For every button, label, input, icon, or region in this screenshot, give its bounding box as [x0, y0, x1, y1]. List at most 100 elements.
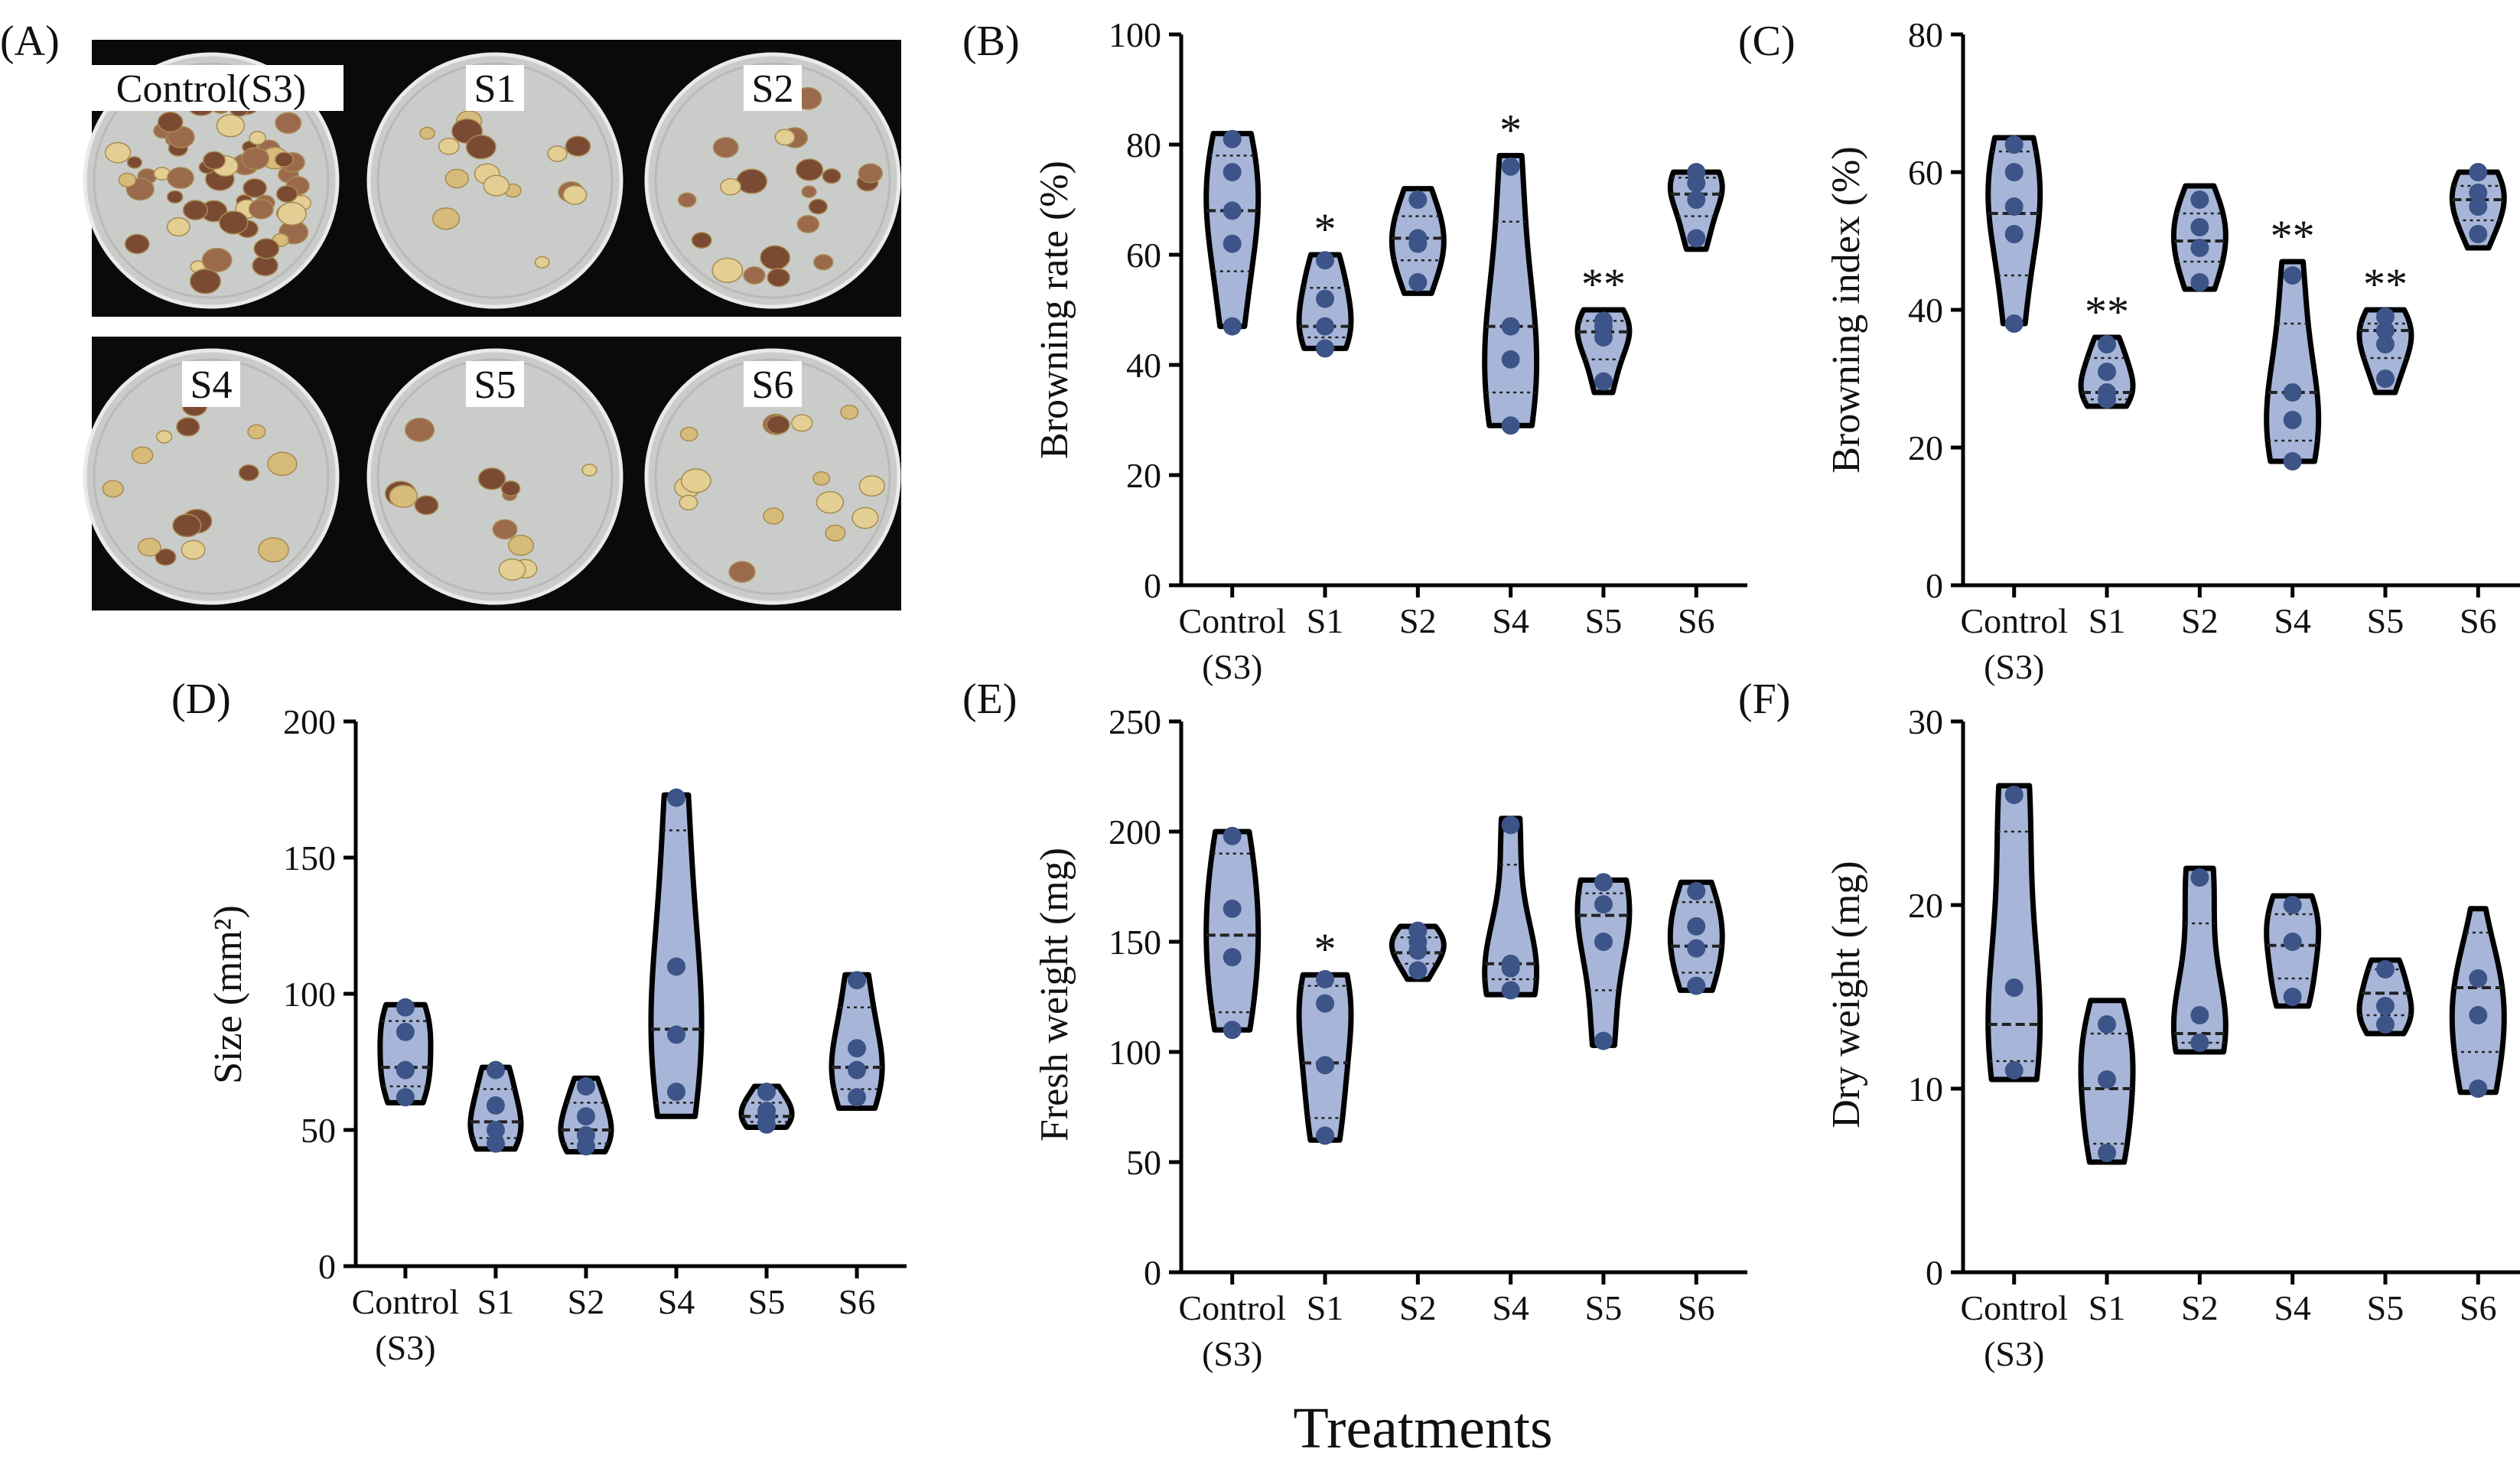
dish-label-box [182, 361, 240, 407]
petri-dish: S1 [366, 52, 623, 309]
violin [1985, 135, 2043, 333]
x-tick-label: S6 [1678, 601, 1715, 640]
violin [1203, 129, 1262, 336]
callus-piece [182, 200, 208, 221]
callus-piece [581, 464, 597, 477]
violin [1482, 816, 1540, 1000]
data-point [848, 1060, 867, 1079]
chart-panel: (B) 0 20 40 60 80 100 Browning rate (%) Control(… [962, 15, 1747, 686]
callus-piece [808, 198, 828, 215]
x-tick-label: S4 [1492, 601, 1529, 640]
data-point [2190, 239, 2209, 257]
data-point [1408, 273, 1428, 291]
significance-marker: * [1499, 105, 1522, 155]
data-point [1223, 948, 1242, 967]
callus-piece [801, 185, 817, 198]
callus-piece [118, 172, 137, 187]
significance-marker: ** [2085, 287, 2129, 337]
x-tick-label: S5 [2367, 1288, 2404, 1327]
data-point [2375, 370, 2395, 388]
violin [2356, 957, 2414, 1037]
y-tick-label: 200 [1109, 812, 1161, 851]
significance-marker: ** [1581, 259, 1626, 309]
callus-piece [176, 417, 200, 437]
data-point [1594, 933, 1613, 951]
y-tick-label: 100 [1109, 15, 1161, 54]
petri-dish: S5 [366, 348, 623, 605]
y-tick-label: 0 [1926, 566, 1943, 605]
violin [377, 998, 434, 1107]
data-point [2190, 273, 2209, 291]
data-point [1687, 976, 1706, 995]
data-point [396, 1088, 415, 1107]
data-point [848, 1039, 867, 1058]
dish-label: S5 [474, 363, 516, 407]
data-point [848, 971, 867, 990]
chart-panel: (F) 0 10 20 30 Dry weight (mg) Control (S3) S1 S2… [1738, 676, 2520, 1373]
panel-label: (D) [171, 676, 231, 723]
violin-body [2356, 957, 2414, 1037]
callus-piece [822, 168, 842, 184]
dish-label: Control(S3) [116, 67, 306, 111]
data-point [576, 1126, 595, 1145]
callus-piece [131, 446, 154, 464]
callus-piece [248, 198, 274, 220]
callus-piece [728, 561, 756, 583]
callus-piece [477, 467, 506, 490]
data-point [667, 1083, 686, 1102]
y-tick-label: 80 [1908, 15, 1943, 54]
callus-piece [166, 217, 190, 237]
petri-dish: Control(S3) [79, 52, 343, 309]
data-point [1501, 981, 1520, 1000]
panel-label-a: (A) [0, 18, 60, 65]
callus-piece [238, 464, 259, 481]
data-point [2190, 1006, 2209, 1024]
data-point [396, 1022, 415, 1041]
petri-dish: S6 [644, 348, 901, 605]
callus-piece [679, 426, 698, 442]
callus-piece [736, 168, 768, 194]
y-tick-label: 60 [1908, 153, 1943, 192]
callus-piece [181, 539, 206, 560]
dish-label-box [744, 65, 802, 111]
y-axis-label: Size (mm²) [207, 905, 250, 1084]
callus-piece [243, 178, 267, 198]
data-point [1316, 1056, 1335, 1075]
x-tick-label: S2 [2181, 1288, 2219, 1327]
callus-piece [816, 490, 845, 514]
data-point [2375, 960, 2395, 978]
callus-piece [258, 537, 289, 563]
callus-piece [444, 168, 470, 189]
callus-piece [679, 494, 698, 511]
violin-body [1985, 783, 2043, 1083]
callus-piece [203, 151, 226, 170]
data-point [1687, 939, 1706, 958]
callus-piece [492, 519, 518, 540]
x-tick-label: S5 [1585, 601, 1623, 640]
chart-panel: (D) 0 50 100 150 200 Size (mm²) Control (S3) S1 S2… [171, 676, 907, 1367]
dish-label: S6 [752, 363, 794, 407]
callus-piece [547, 145, 568, 162]
data-point [2190, 868, 2209, 887]
data-point [1501, 816, 1520, 835]
violin-body [1667, 879, 1725, 993]
x-tick-label: S1 [1307, 601, 1344, 640]
callus-piece [851, 506, 879, 529]
callus-piece [712, 137, 739, 158]
data-point [1594, 311, 1613, 330]
data-point [1316, 1126, 1335, 1145]
data-point [1316, 289, 1335, 308]
callus-piece [253, 238, 280, 259]
data-point [2098, 363, 2117, 381]
x-tick-label: S2 [1399, 1288, 1437, 1327]
violin [1667, 879, 1725, 995]
data-point [486, 1134, 505, 1153]
callus-piece [760, 245, 791, 270]
callus-piece [498, 558, 526, 581]
data-point [757, 1083, 777, 1102]
x-tick-label: S4 [1492, 1288, 1529, 1327]
violin: * [1482, 105, 1540, 435]
data-point [2469, 184, 2488, 202]
x-tick-label: Control (S3) [1960, 601, 2068, 686]
y-tick-label: 150 [1109, 923, 1161, 962]
